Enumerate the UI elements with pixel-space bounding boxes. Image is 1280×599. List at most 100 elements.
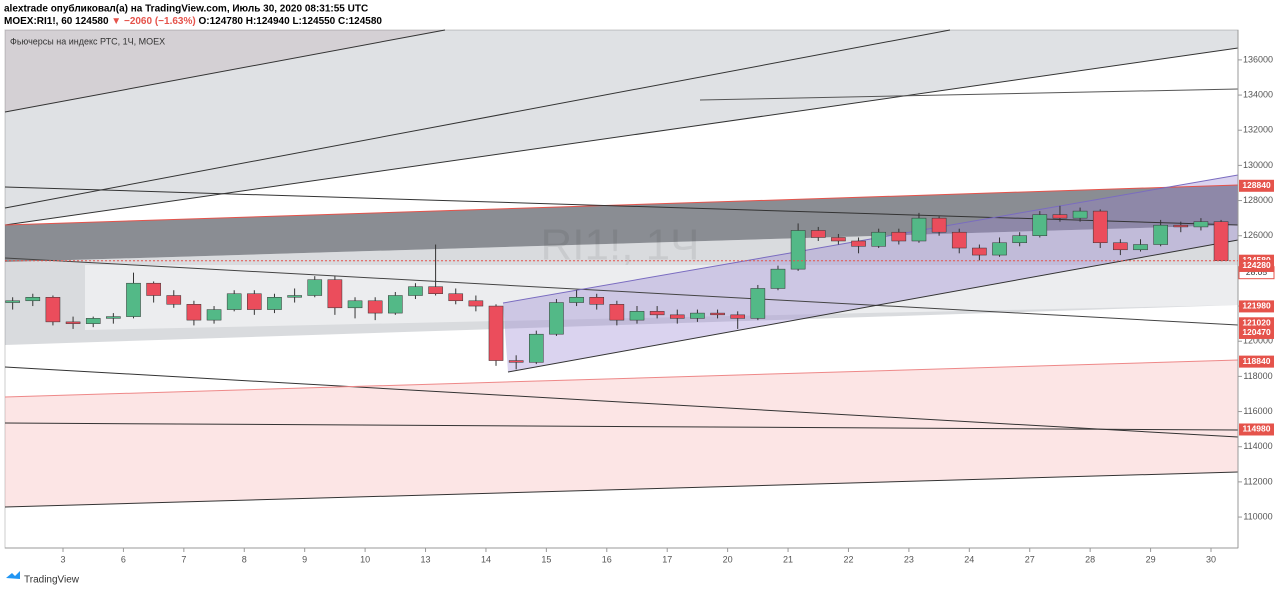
ohlc: O:124780 H:124940 L:124550 C:124580 bbox=[198, 16, 382, 27]
price-label-box bbox=[1239, 326, 1274, 339]
trend-line bbox=[4, 47, 1239, 226]
candle-body bbox=[1072, 210, 1088, 219]
candle-body bbox=[1113, 242, 1128, 251]
candle-body bbox=[106, 316, 121, 319]
candle-body bbox=[347, 300, 363, 309]
trend-line bbox=[4, 366, 1239, 438]
y-tick-label: 116000 bbox=[1243, 406, 1272, 416]
candle-body bbox=[790, 230, 806, 270]
chart-title: Фьючерсы на индекс РТС, 1Ч, MOEX bbox=[10, 36, 165, 46]
candle-body bbox=[891, 231, 907, 242]
x-tick-label: 6 bbox=[121, 554, 126, 564]
candle-body bbox=[65, 321, 81, 324]
candle-body bbox=[730, 314, 746, 319]
candle-body bbox=[1092, 210, 1108, 244]
light-box bbox=[85, 265, 1238, 330]
x-tick-label: 14 bbox=[481, 554, 491, 564]
price-label-box bbox=[1239, 355, 1274, 368]
price-label: 120470 bbox=[1242, 327, 1271, 337]
x-tick-label: 15 bbox=[541, 554, 551, 564]
symbol: MOEX:RI1!, 60 bbox=[4, 16, 73, 27]
candle-body bbox=[911, 217, 927, 242]
y-tick-label: 114000 bbox=[1243, 441, 1272, 451]
x-tick-label: 3 bbox=[60, 554, 65, 564]
candle-body bbox=[589, 297, 605, 305]
candle-body bbox=[226, 293, 242, 310]
x-tick-label: 17 bbox=[662, 554, 672, 564]
watermark: RI1!, 1Ч bbox=[541, 221, 700, 270]
candle-body bbox=[951, 231, 967, 249]
x-tick-label: 13 bbox=[421, 554, 431, 564]
candle-body bbox=[287, 295, 302, 298]
x-tick-label: 24 bbox=[964, 554, 974, 564]
trend-line bbox=[4, 184, 1239, 226]
candle-body bbox=[307, 279, 323, 296]
y-tick-label: 136000 bbox=[1243, 54, 1273, 64]
y-tick-label: 118000 bbox=[1243, 371, 1272, 381]
x-tick-label: 8 bbox=[242, 554, 247, 564]
pink-band bbox=[5, 360, 1238, 507]
candle-body bbox=[146, 282, 161, 296]
x-tick-label: 23 bbox=[904, 554, 914, 564]
candle-body bbox=[1153, 224, 1168, 245]
candle-body bbox=[1213, 221, 1229, 261]
price-label: 121020 bbox=[1242, 318, 1271, 328]
candle-body bbox=[428, 286, 443, 294]
price-label-box bbox=[1239, 259, 1274, 272]
x-tick-label: 9 bbox=[302, 554, 307, 564]
candle-body bbox=[931, 217, 947, 233]
candle-body bbox=[85, 318, 101, 324]
price-label: 121980 bbox=[1242, 301, 1271, 311]
candle-body bbox=[1012, 235, 1027, 244]
trend-line bbox=[4, 29, 446, 113]
drawings bbox=[4, 29, 1239, 508]
trend-line bbox=[502, 174, 1239, 304]
y-tick-label: 126000 bbox=[1243, 230, 1273, 240]
price-label: 128840 bbox=[1242, 180, 1271, 190]
last-price: 124580 bbox=[75, 16, 109, 27]
candle-body bbox=[206, 309, 222, 321]
purple-channel bbox=[503, 175, 1238, 372]
candle-body bbox=[871, 231, 886, 247]
trend-line bbox=[4, 186, 1239, 226]
trend-line bbox=[4, 359, 1239, 398]
candle-body bbox=[126, 282, 141, 317]
x-tick-label: 20 bbox=[723, 554, 733, 564]
y-tick-label: 130000 bbox=[1243, 160, 1273, 170]
candle-body bbox=[810, 230, 826, 238]
candle-body bbox=[972, 247, 987, 256]
logo bbox=[6, 571, 20, 579]
marks: 1100001120001140001160001180001200001220… bbox=[5, 54, 1275, 564]
price-label-box bbox=[1239, 317, 1274, 330]
trend-line bbox=[4, 257, 1239, 326]
x-tick-label: 27 bbox=[1025, 554, 1035, 564]
x-tick-label: 29 bbox=[1146, 554, 1156, 564]
candle-body bbox=[992, 242, 1007, 256]
x-tick-label: 30 bbox=[1206, 554, 1216, 564]
y-tick-label: 128000 bbox=[1243, 195, 1273, 205]
trend-line bbox=[4, 29, 951, 209]
y-tick-label: 120000 bbox=[1243, 336, 1273, 346]
price-label: 114980 bbox=[1243, 424, 1271, 434]
upper-band bbox=[5, 30, 1238, 225]
candle-body bbox=[710, 312, 725, 316]
trend-line bbox=[507, 239, 1239, 373]
candle-body bbox=[408, 286, 423, 296]
candle-body bbox=[770, 268, 786, 289]
candle-body bbox=[5, 300, 20, 303]
candle-body bbox=[1052, 214, 1068, 219]
x-tick-label: 22 bbox=[843, 554, 853, 564]
candle-body bbox=[488, 305, 504, 361]
y-tick-label: 110000 bbox=[1243, 511, 1272, 521]
candle-body bbox=[1173, 224, 1189, 228]
candle-body bbox=[166, 295, 182, 305]
y-tick-label: 112000 bbox=[1243, 476, 1272, 486]
candle-body bbox=[1193, 221, 1209, 228]
candle-body bbox=[1032, 214, 1048, 236]
x-tick-label: 21 bbox=[783, 554, 793, 564]
candle-body bbox=[1133, 244, 1148, 251]
price-label: 124280 bbox=[1242, 260, 1271, 270]
candle-body bbox=[468, 300, 484, 307]
candle-body bbox=[609, 304, 625, 321]
x-tick-label: 7 bbox=[181, 554, 186, 564]
